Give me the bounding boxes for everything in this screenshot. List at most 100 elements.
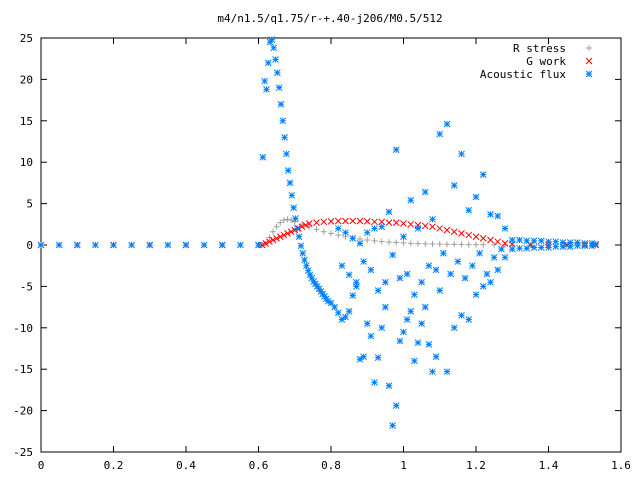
data-point: [146, 241, 154, 249]
legend-marker-glyph: [585, 57, 593, 65]
data-point: [356, 239, 364, 247]
data-point: [302, 262, 310, 270]
data-point: [592, 240, 599, 248]
x-tick-label: 0.6: [249, 459, 269, 472]
data-point: [356, 355, 364, 363]
data-point: [472, 291, 480, 299]
data-point: [331, 303, 338, 311]
data-point: [429, 215, 436, 223]
data-point: [338, 316, 346, 323]
data-point: [392, 402, 400, 409]
data-point: [218, 241, 226, 249]
data-point: [276, 233, 284, 241]
data-point: [472, 193, 480, 201]
data-point: [421, 222, 429, 230]
data-point: [479, 171, 487, 178]
data-point: [356, 217, 364, 225]
data-point: [501, 254, 509, 261]
data-point: [530, 237, 538, 245]
data-point: [389, 251, 396, 259]
data-point: [508, 236, 516, 244]
data-point: [422, 240, 429, 247]
data-point: [320, 218, 328, 226]
data-point: [418, 278, 425, 286]
data-point: [581, 242, 589, 250]
legend-marker-glyph: [586, 45, 592, 51]
data-point: [261, 77, 269, 85]
data-point: [371, 218, 378, 226]
data-point: [306, 271, 314, 279]
data-point: [490, 254, 498, 261]
data-point: [537, 237, 545, 245]
data-point: [334, 309, 342, 317]
data-point: [400, 239, 407, 246]
data-point: [382, 278, 389, 286]
data-point: [432, 353, 440, 361]
data-point: [498, 245, 505, 253]
data-point: [465, 241, 472, 248]
data-point: [436, 225, 444, 232]
data-point: [403, 316, 411, 323]
data-point: [530, 244, 538, 251]
data-point: [371, 237, 378, 244]
data-point: [407, 220, 415, 228]
data-point: [345, 271, 353, 279]
data-point: [281, 134, 288, 141]
data-point: [342, 313, 349, 321]
data-point: [501, 225, 509, 232]
data-point: [415, 240, 421, 247]
data-point: [342, 217, 349, 225]
data-point: [429, 368, 436, 376]
data-point: [574, 239, 581, 246]
data-point: [588, 242, 596, 250]
data-point: [277, 219, 284, 226]
data-point: [378, 238, 385, 245]
data-point: [385, 219, 393, 226]
series-g-work: [37, 217, 599, 249]
data-point: [363, 320, 371, 328]
data-point: [349, 292, 357, 299]
data-point: [335, 232, 342, 239]
y-tick-label: -15: [13, 363, 33, 376]
x-tick-label: 1.4: [539, 459, 559, 472]
data-point: [287, 228, 295, 236]
data-point: [279, 117, 287, 125]
data-point: [308, 274, 316, 282]
data-point: [299, 249, 307, 257]
data-point: [270, 228, 276, 235]
data-point: [566, 243, 574, 251]
data-point: [483, 270, 491, 278]
data-point: [494, 266, 502, 274]
data-point: [283, 150, 290, 158]
data-point: [443, 120, 451, 128]
data-point: [487, 278, 494, 286]
data-point: [292, 215, 299, 222]
data-point: [425, 341, 433, 348]
x-tick-label: 1.2: [466, 459, 486, 472]
data-point: [552, 243, 560, 251]
data-point: [458, 241, 465, 248]
data-point: [345, 307, 353, 315]
data-point: [266, 238, 273, 246]
y-tick-label: 25: [20, 32, 33, 45]
data-point: [382, 303, 389, 311]
data-point: [436, 287, 444, 294]
data-point: [367, 266, 375, 274]
y-tick-label: 20: [20, 73, 33, 86]
y-tick-label: -5: [20, 280, 33, 293]
x-tick-label: 1.6: [611, 459, 631, 472]
data-point: [334, 217, 342, 225]
data-point: [277, 100, 285, 108]
data-point: [400, 328, 407, 336]
data-point: [360, 258, 367, 265]
legend-marker: [586, 45, 592, 51]
data-point: [284, 167, 292, 174]
data-point: [523, 237, 531, 245]
data-point: [432, 266, 440, 274]
data-point: [487, 236, 494, 244]
data-point: [479, 283, 487, 290]
data-point: [537, 244, 545, 251]
data-point: [436, 241, 443, 248]
data-point: [334, 225, 342, 232]
x-tick-label: 0.2: [104, 459, 124, 472]
